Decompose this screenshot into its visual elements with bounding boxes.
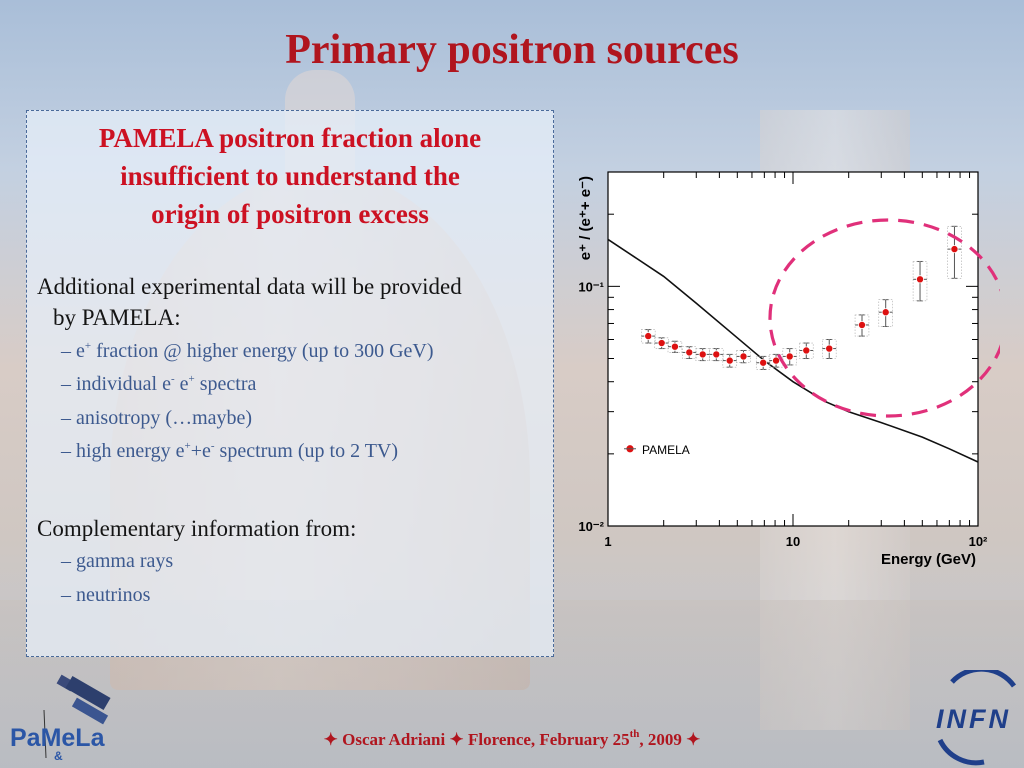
infn-logo: INFN xyxy=(936,670,1017,766)
data-point xyxy=(878,299,893,327)
data-point xyxy=(654,337,669,350)
data-point-marker xyxy=(759,358,768,367)
data-point-marker xyxy=(725,356,734,365)
y-tick-label: 10⁻² xyxy=(578,519,604,534)
data-point xyxy=(947,225,962,279)
positron-fraction-plot: 1 10 10² 10⁻¹ 10⁻² Energy (GeV) e⁺ / (e⁺+ e⁻) P… xyxy=(560,160,1008,570)
data-point xyxy=(912,260,928,302)
data-point xyxy=(667,340,683,353)
footer-place-date: Florence, February 25th, 2009 xyxy=(467,728,682,750)
slide-title: Primary positron sources xyxy=(285,27,739,73)
data-point-marker xyxy=(657,339,666,348)
data-point-syst-box xyxy=(799,342,814,359)
paragraph-complementary: Complementary information from: xyxy=(37,516,357,541)
data-point xyxy=(854,314,870,337)
infn-arc-top-icon xyxy=(950,670,1017,688)
data-point-syst-box xyxy=(947,226,962,279)
infn-logo-text: INFN xyxy=(936,704,1011,734)
data-point-syst-box xyxy=(667,340,683,353)
data-point-syst-box xyxy=(878,299,893,327)
data-point xyxy=(709,348,724,362)
data-point xyxy=(682,346,697,359)
plot-svg: 1 10 10² 10⁻¹ 10⁻² Energy (GeV) e⁺ / (e⁺+ e⁻) P… xyxy=(577,171,1008,568)
data-point-syst-box xyxy=(695,348,710,361)
bullet-individual-spectra: – individual e- e+ spectra xyxy=(61,373,257,395)
data-point-syst-box xyxy=(822,339,837,359)
satellite-icon xyxy=(43,674,111,759)
data-point-marker xyxy=(712,350,721,359)
data-point xyxy=(641,329,656,344)
bullet-gamma-rays: – gamma rays xyxy=(61,550,174,572)
bullet-high-energy-spectrum: – high energy e++e- spectrum (up to 2 TV… xyxy=(61,440,399,462)
plot-frame xyxy=(607,171,979,527)
data-point-marker xyxy=(685,348,694,357)
data-point-marker xyxy=(916,275,925,284)
data-point-syst-box xyxy=(768,354,784,368)
content-textbox: PAMELA positron fraction alone insuffici… xyxy=(26,110,554,657)
paragraph-line-1: Additional experimental data will be pro… xyxy=(37,274,462,299)
data-point xyxy=(822,339,837,359)
infn-arc-bottom-icon xyxy=(937,738,985,766)
pamela-logo-ampersand: & xyxy=(54,749,63,763)
legend-label: PAMELA xyxy=(642,443,690,457)
x-tick-label: 10² xyxy=(969,534,988,549)
data-point xyxy=(722,353,737,368)
bullet-positron-fraction: – e+ fraction @ higher energy (up to 300… xyxy=(61,340,434,362)
paragraph-line-2: by PAMELA: xyxy=(53,305,181,330)
bullet-anisotropy: – anisotropy (…maybe) xyxy=(61,407,253,429)
data-point-syst-box xyxy=(854,314,870,337)
data-point-marker xyxy=(857,320,866,329)
data-point-marker xyxy=(785,352,794,361)
data-point xyxy=(736,349,751,364)
y-tick-label: 10⁻¹ xyxy=(578,279,604,294)
data-point-marker xyxy=(802,346,811,355)
data-point-marker xyxy=(670,342,679,351)
footer-star-3: ✦ xyxy=(686,730,701,749)
pamela-logo-text: PaMeLa xyxy=(10,724,106,752)
data-point-marker xyxy=(739,352,748,361)
data-point-marker xyxy=(644,332,653,341)
footer-star-1: ✦ xyxy=(323,730,338,749)
paragraph-additional-data: Additional experimental data will be pro… xyxy=(37,271,462,333)
headline: PAMELA positron fraction alone insuffici… xyxy=(27,119,553,233)
data-point-marker xyxy=(825,344,834,353)
footer-author: Oscar Adriani xyxy=(342,730,446,749)
footer: ✦ Oscar Adriani ✦ Florence, February 25t… xyxy=(0,728,1024,750)
x-tick-label: 1 xyxy=(604,534,611,549)
data-point-syst-box xyxy=(755,356,771,370)
data-point-syst-box xyxy=(709,348,724,361)
data-point-marker xyxy=(772,356,781,365)
data-point-marker xyxy=(950,245,959,254)
data-point-syst-box xyxy=(736,350,751,364)
x-tick-label: 10 xyxy=(786,534,800,549)
data-point-syst-box xyxy=(641,329,656,344)
data-point-syst-box xyxy=(682,346,697,359)
headline-line-3: origin of positron excess xyxy=(151,199,429,229)
data-point xyxy=(782,348,797,366)
headline-line-2: insufficient to understand the xyxy=(120,161,460,191)
x-axis-label: Energy (GeV) xyxy=(881,551,976,568)
bullet-neutrinos: – neutrinos xyxy=(61,584,151,606)
data-point-marker xyxy=(881,308,890,317)
data-point-syst-box xyxy=(912,261,928,302)
data-point xyxy=(799,342,814,359)
data-point xyxy=(755,355,771,370)
data-point-syst-box xyxy=(654,337,669,349)
y-axis-label: e⁺ / (e⁺+ e⁻) xyxy=(577,176,594,260)
data-point xyxy=(695,348,710,362)
data-point-marker xyxy=(698,350,707,359)
data-point xyxy=(768,353,784,368)
model-curve xyxy=(607,238,979,463)
pamela-logo: PaMeLa & xyxy=(10,674,111,763)
data-point-syst-box xyxy=(722,354,737,368)
data-point-syst-box xyxy=(782,348,797,366)
footer-star-2: ✦ xyxy=(449,730,464,749)
headline-line-1: PAMELA positron fraction alone xyxy=(98,123,482,153)
